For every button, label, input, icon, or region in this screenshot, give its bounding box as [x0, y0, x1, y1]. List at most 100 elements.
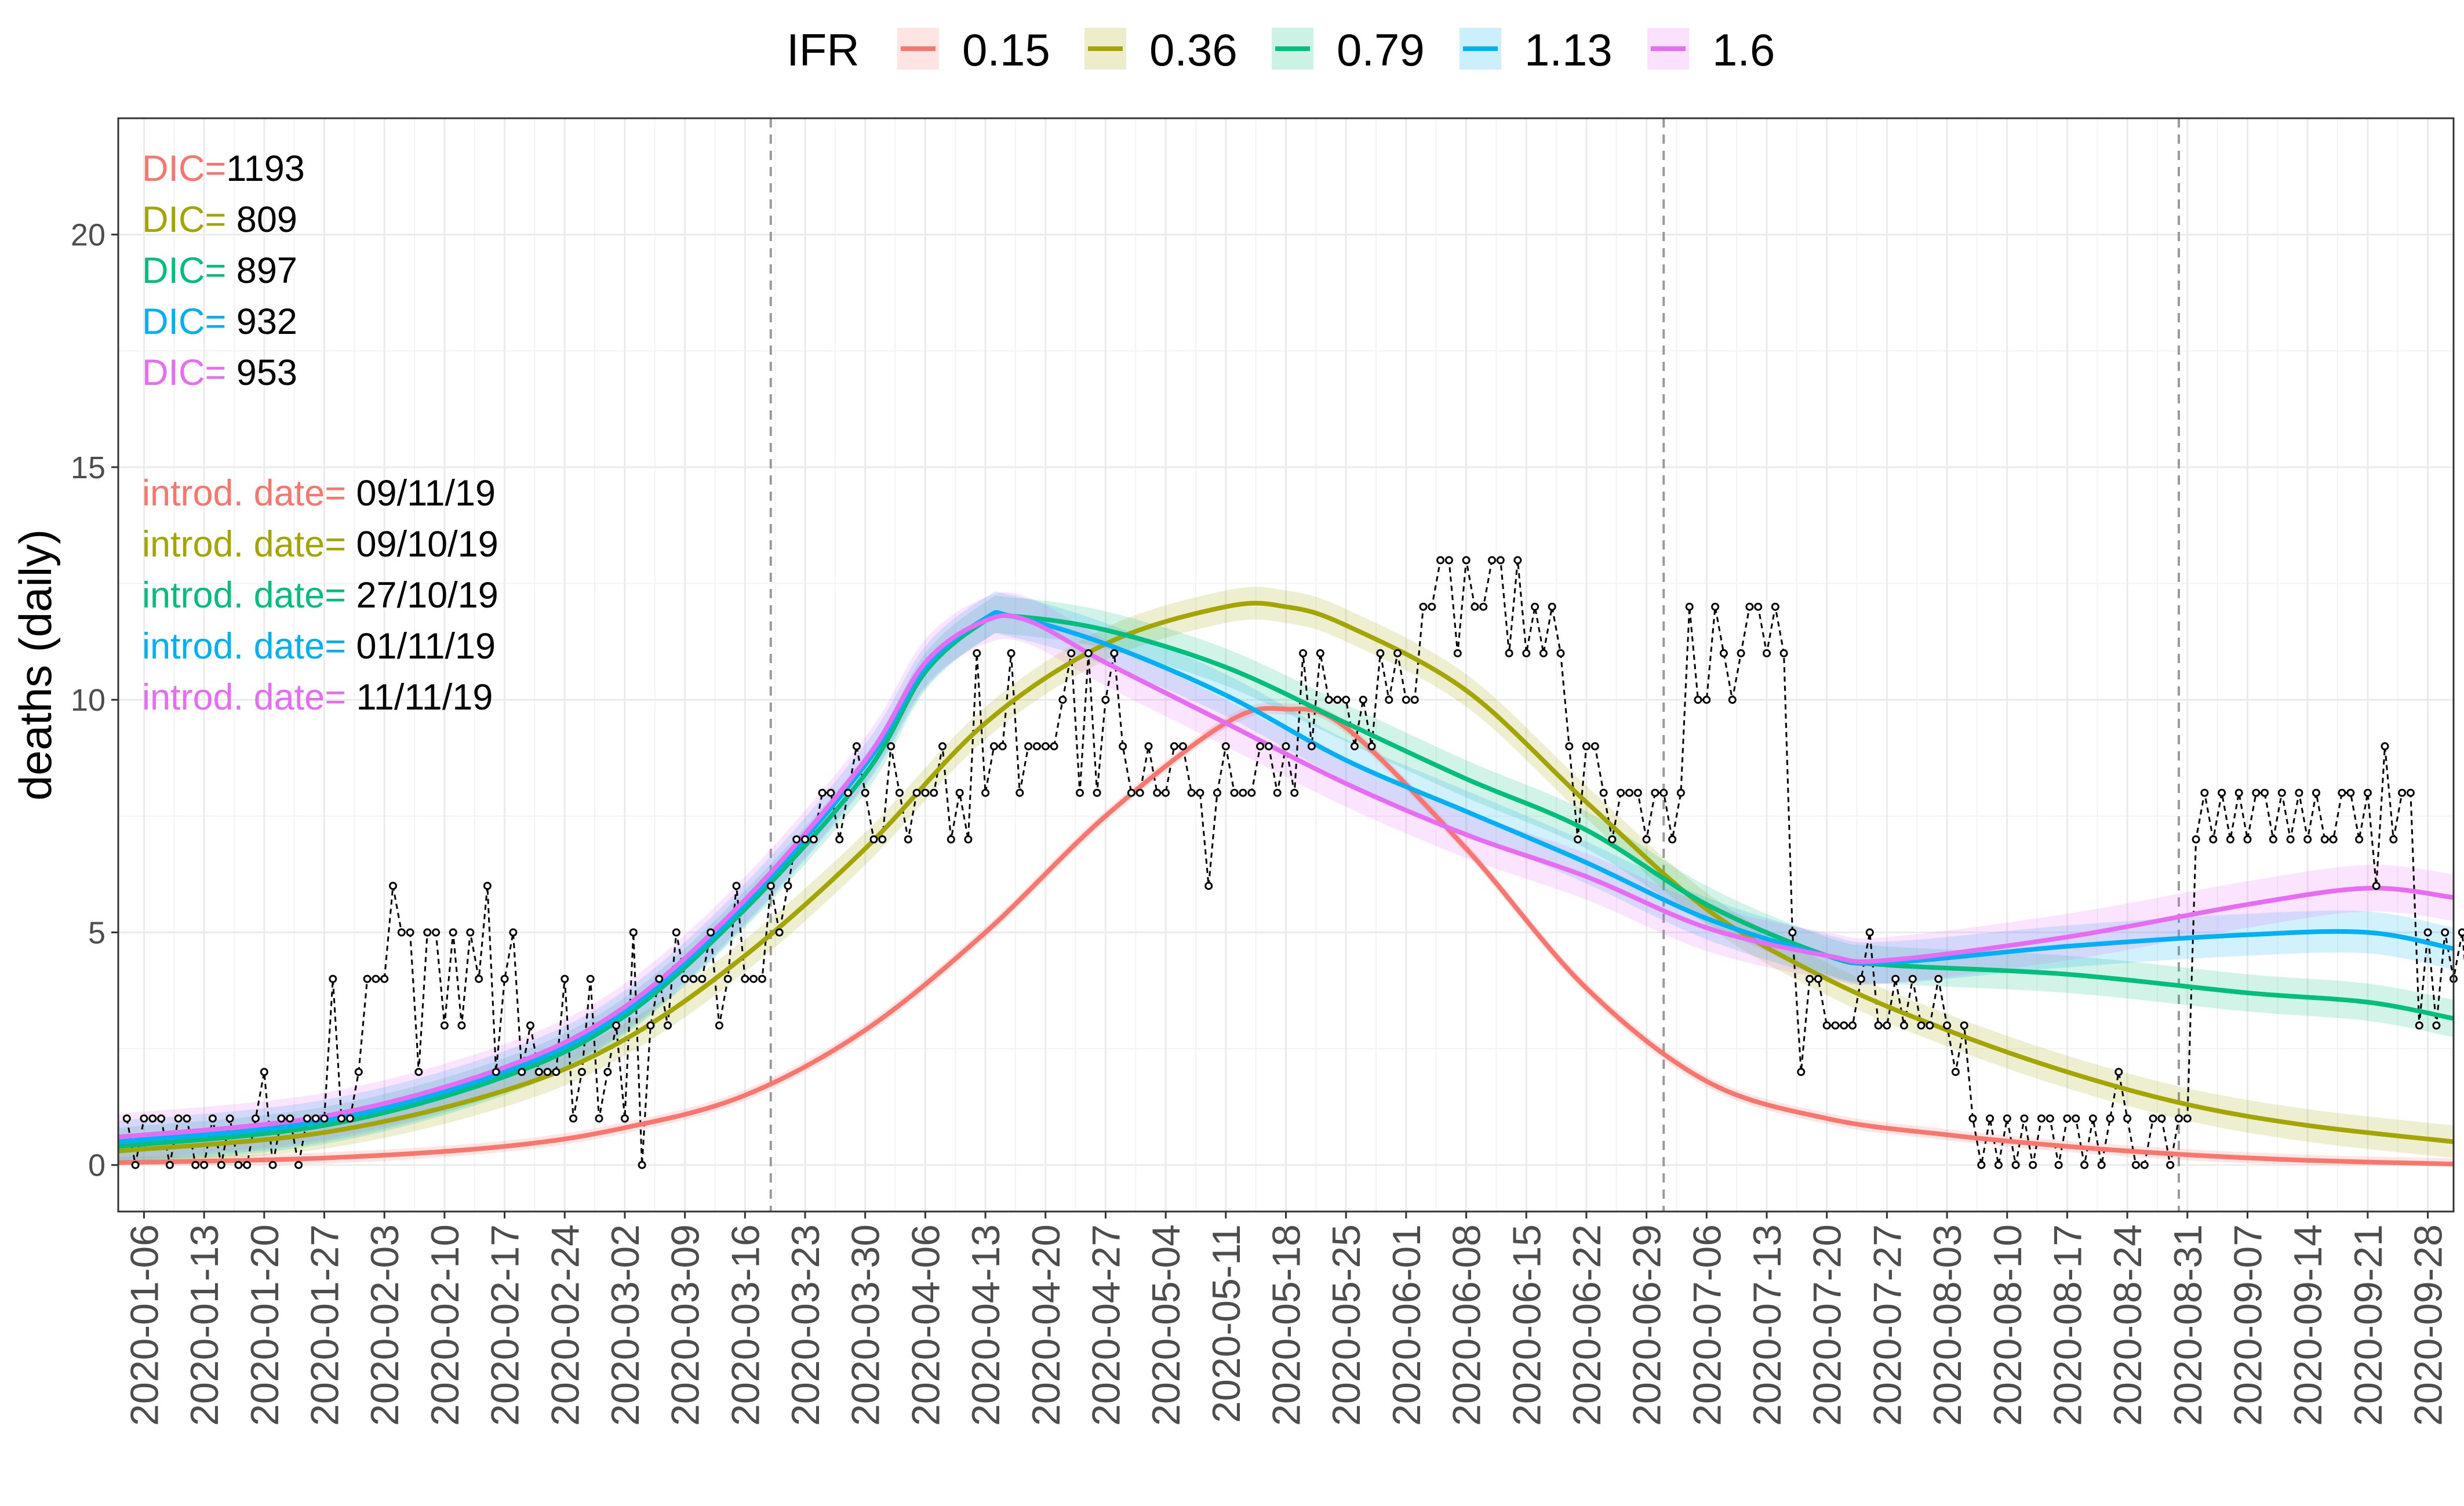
observed-point-2020-09-03 — [2209, 835, 2218, 843]
observed-point-2020-08-30 — [2175, 1114, 2183, 1123]
observed-point-2020-09-10 — [2269, 835, 2277, 843]
observed-point-2020-01-31 — [354, 1068, 363, 1076]
observed-point-2020-06-12 — [1496, 556, 1505, 565]
observed-point-2020-05-04 — [1162, 788, 1170, 797]
observed-point-2020-07-23 — [1848, 1021, 1857, 1030]
observed-point-2020-03-29 — [852, 742, 861, 751]
observed-point-2020-06-02 — [1410, 696, 1419, 704]
observed-point-2020-02-25 — [569, 1114, 578, 1123]
observed-point-2020-06-30 — [1651, 788, 1659, 797]
intro-prefix: introd. date= — [142, 575, 346, 616]
observed-point-2020-07-14 — [1771, 602, 1779, 611]
observed-point-2020-01-27 — [320, 1114, 329, 1123]
observed-point-2020-01-23 — [286, 1114, 294, 1123]
observed-point-2020-09-18 — [2338, 788, 2346, 797]
dic-prefix: DIC= — [142, 199, 226, 240]
observed-point-2020-03-05 — [646, 1021, 655, 1030]
observed-point-2020-05-18 — [1282, 742, 1290, 751]
x-tick-label-10: 2020-03-16 — [723, 1224, 767, 1426]
observed-point-2020-04-07 — [930, 788, 938, 797]
legend-label-0: 0.15 — [962, 24, 1050, 75]
observed-point-2020-07-20 — [1822, 1021, 1831, 1030]
observed-point-2020-03-03 — [629, 928, 638, 937]
observed-point-2020-04-03 — [895, 788, 904, 797]
observed-point-2020-02-06 — [406, 928, 414, 937]
x-tick-label-1: 2020-01-13 — [183, 1224, 227, 1426]
observed-point-2020-04-09 — [947, 835, 955, 843]
observed-point-2020-08-08 — [1986, 1114, 1995, 1123]
observed-point-2020-02-24 — [561, 974, 569, 983]
x-tick-label-29: 2020-07-27 — [1865, 1224, 1909, 1426]
observed-point-2020-07-25 — [1865, 928, 1874, 937]
observed-point-2020-08-12 — [2020, 1114, 2029, 1123]
observed-point-2020-05-19 — [1290, 788, 1299, 797]
x-tick-label-33: 2020-08-24 — [2106, 1224, 2150, 1426]
observed-point-2020-05-01 — [1135, 788, 1144, 797]
observed-point-2020-01-21 — [268, 1161, 277, 1169]
observed-point-2020-08-27 — [2149, 1114, 2157, 1123]
intro-value: 09/11/19 — [346, 473, 496, 514]
series-line-0.36 — [118, 601, 2454, 1154]
observed-point-2020-05-27 — [1359, 696, 1367, 704]
observed-line — [126, 559, 2464, 1166]
observed-point-2020-01-08 — [157, 1114, 166, 1123]
observed-point-2020-01-10 — [174, 1114, 183, 1123]
x-tick-label-35: 2020-09-07 — [2226, 1224, 2270, 1426]
x-tick-label-30: 2020-08-03 — [1926, 1224, 1970, 1426]
observed-point-2020-09-28 — [2423, 928, 2432, 937]
x-tick-label-23: 2020-06-15 — [1505, 1224, 1549, 1426]
observed-point-2020-03-11 — [698, 974, 707, 983]
observed-point-2020-04-29 — [1119, 742, 1127, 751]
intro-prefix: introd. date= — [142, 677, 346, 718]
observed-point-2020-04-11 — [964, 835, 973, 843]
intro-value: 11/11/19 — [346, 677, 493, 718]
observed-point-2020-06-24 — [1599, 788, 1608, 797]
observed-point-2020-04-05 — [912, 788, 921, 797]
observed-point-2020-03-19 — [766, 882, 775, 890]
x-tick-label-14: 2020-04-13 — [964, 1224, 1008, 1426]
observed-point-2020-08-15 — [2046, 1114, 2054, 1123]
x-tick-label-20: 2020-05-25 — [1324, 1224, 1369, 1426]
observed-dashed-line — [126, 559, 2464, 1166]
x-tick-label-31: 2020-08-10 — [1986, 1224, 2030, 1426]
y-axis: 0 5 10 15 20 — [71, 218, 118, 1183]
observed-point-2020-02-23 — [552, 1068, 561, 1076]
observed-point-2020-08-26 — [2140, 1161, 2149, 1169]
x-tick-label-3: 2020-01-27 — [303, 1224, 347, 1426]
x-tick-label-19: 2020-05-18 — [1265, 1224, 1309, 1426]
observed-point-2020-04-17 — [1016, 788, 1024, 797]
legend-label-4: 1.6 — [1712, 24, 1775, 75]
y-tick-label-4: 20 — [71, 218, 105, 253]
observed-point-2020-04-30 — [1127, 788, 1135, 797]
observed-point-2020-05-17 — [1273, 788, 1282, 797]
observed-point-2020-05-09 — [1204, 882, 1213, 890]
observed-point-2020-03-28 — [844, 788, 853, 797]
y-tick-label-3: 15 — [71, 450, 105, 485]
observed-point-2020-06-26 — [1617, 788, 1625, 797]
observed-point-2020-01-18 — [243, 1161, 252, 1169]
observed-point-2020-07-02 — [1668, 835, 1677, 843]
observed-point-2020-02-11 — [449, 928, 457, 937]
observed-point-2020-05-31 — [1393, 649, 1402, 657]
x-tick-label-12: 2020-03-30 — [844, 1224, 888, 1426]
observed-point-2020-08-24 — [2123, 1114, 2132, 1123]
dic-annotation-2: DIC= 897 — [142, 250, 297, 291]
observed-point-2020-02-17 — [500, 974, 509, 983]
observed-point-2020-03-14 — [723, 974, 732, 983]
band-0.36 — [118, 587, 2454, 1165]
x-tick-label-21: 2020-06-01 — [1385, 1224, 1429, 1426]
observed-point-2020-09-11 — [2277, 788, 2286, 797]
observed-point-2020-09-13 — [2295, 788, 2303, 797]
x-tick-label-15: 2020-04-20 — [1024, 1224, 1068, 1426]
observed-point-2020-08-11 — [2011, 1161, 2020, 1169]
observed-point-2020-07-06 — [1702, 696, 1711, 704]
observed-point-2020-02-10 — [440, 1021, 449, 1030]
x-tick-label-37: 2020-09-21 — [2346, 1224, 2390, 1426]
observed-point-2020-01-22 — [277, 1114, 286, 1123]
observed-point-2020-07-26 — [1874, 1021, 1883, 1030]
observed-point-2020-09-16 — [2320, 835, 2329, 843]
observed-point-2020-02-01 — [363, 974, 372, 983]
observed-point-2020-01-26 — [311, 1114, 320, 1123]
observed-point-2020-08-17 — [2063, 1114, 2072, 1123]
